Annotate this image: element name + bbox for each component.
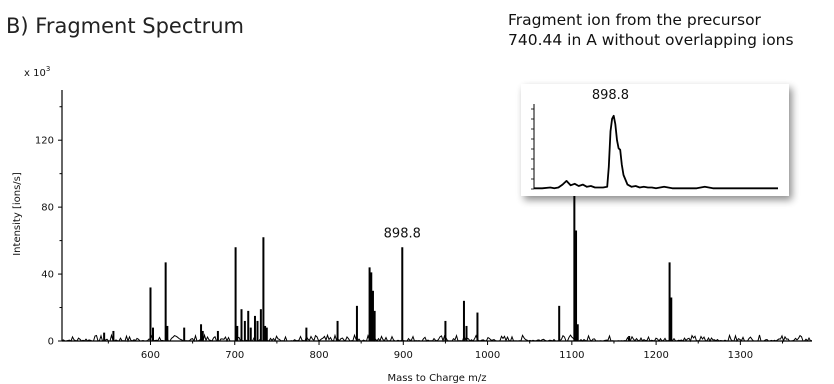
y-axis-ticks: 0 40 80 120 (35, 106, 62, 348)
x-axis-label: Mass to Charge m/z (388, 373, 487, 384)
x-tick-label: 600 (141, 350, 160, 361)
x-tick-label: 1100 (559, 350, 584, 361)
panel-title: B) Fragment Spectrum (6, 14, 245, 38)
x-tick-label: 700 (225, 350, 244, 361)
y-tick-label: 120 (35, 136, 54, 147)
x-tick-label: 1200 (643, 350, 668, 361)
x-tick-label: 800 (309, 350, 328, 361)
inset-y-axis-ticks (531, 108, 534, 190)
inset-panel-background (521, 84, 789, 196)
x-tick-label: 1300 (728, 350, 753, 361)
y-multiplier: x 103 (24, 65, 50, 79)
x-axis-ticks: 600 700 800 900 1000 1100 1200 1300 (107, 341, 784, 361)
baseline-noise (61, 333, 813, 343)
inset-zoom-panel: 898.8 (521, 84, 789, 196)
inset-note-line-2: 740.44 in A without overlapping ions (508, 31, 794, 49)
spectrum-peaks (103, 192, 673, 341)
x-tick-label: 1000 (475, 350, 500, 361)
y-tick-label: 0 (48, 337, 54, 348)
inset-peak-annotation: 898.8 (592, 88, 629, 103)
y-tick-label: 80 (41, 203, 54, 214)
inset-note-line-1: Fragment ion from the precursor (508, 11, 761, 29)
peak-annotation-898: 898.8 (384, 226, 421, 241)
x-tick-label: 900 (394, 350, 413, 361)
y-axis-label: Intensity [ions/s] (12, 172, 23, 256)
inset-series-line (534, 114, 778, 190)
y-tick-label: 40 (41, 270, 54, 281)
inset-note: Fragment ion from the precursor 740.44 i… (508, 10, 794, 50)
